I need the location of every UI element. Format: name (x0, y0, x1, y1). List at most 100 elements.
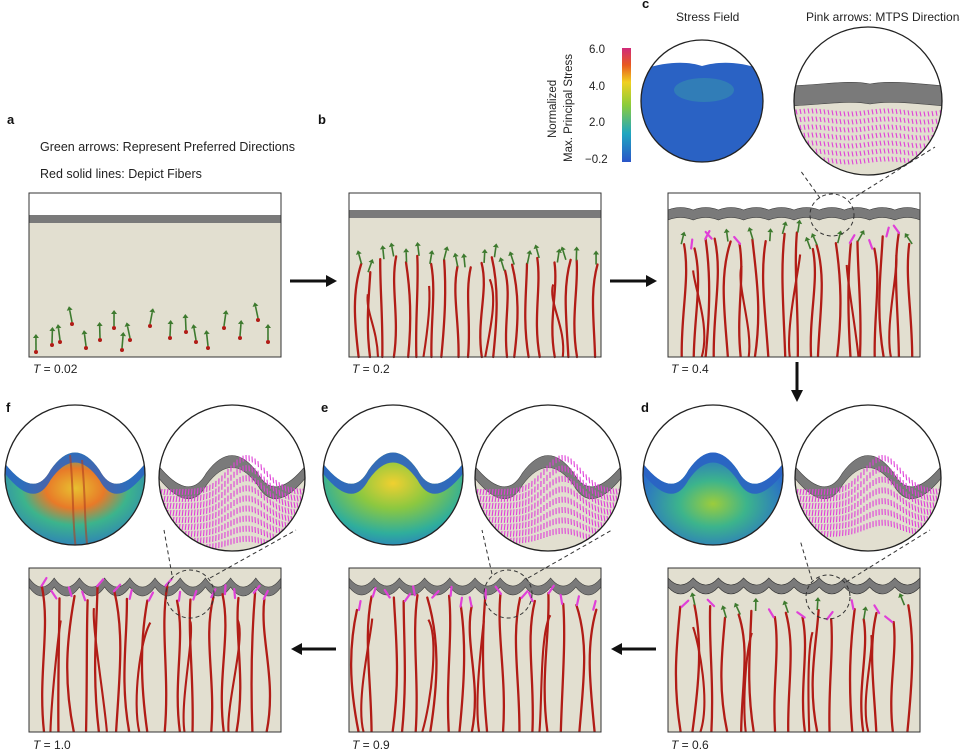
arrowhead-icon (203, 330, 210, 335)
mtps-arrow-icon (193, 544, 196, 551)
preferred-direction-arrow-icon (391, 246, 395, 257)
fiber-line (421, 619, 435, 732)
mtps-arrow-icon (612, 488, 615, 495)
fiber-line (426, 596, 438, 732)
arrowhead-icon (733, 602, 740, 608)
mtps-arrow-icon (497, 509, 500, 517)
mtps-arrow-icon (475, 495, 476, 503)
mtps-arrow-icon (600, 529, 603, 536)
fiber-line (484, 278, 495, 358)
mtps-arrow-icon (817, 488, 820, 496)
mtps-arrow-icon (515, 494, 518, 501)
mtps-arrow-icon (609, 537, 612, 544)
mtps-arrow-icon (618, 537, 621, 545)
mtps-arrow-icon (559, 593, 564, 605)
mtps-arrow-icon (190, 516, 193, 523)
mtps-arrow-icon (479, 509, 482, 517)
mtps-arrow-icon (594, 482, 597, 489)
mtps-arrow-icon (500, 523, 503, 531)
mtps-arrow-icon (820, 523, 823, 531)
mtps-arrow-icon (863, 158, 866, 164)
fiber-line (476, 620, 485, 732)
mtps-arrow-icon (269, 482, 272, 489)
fiber-line (479, 261, 485, 359)
mtps-arrow-icon (817, 509, 820, 517)
mtps-arrow-icon (908, 510, 911, 517)
mtps-arrow-icon (181, 516, 184, 524)
mtps-arrow-icon (891, 124, 894, 130)
mtps-arrow-icon (917, 483, 920, 491)
mtps-arrow-icon (588, 501, 591, 508)
mtps-arrow-icon (819, 124, 822, 131)
mtps-arrow-icon (178, 509, 181, 517)
mtps-arrow-icon (851, 159, 854, 165)
mtps-arrow-icon (159, 530, 160, 538)
fiber-seed (34, 350, 38, 354)
mtps-arrow-icon (817, 516, 820, 524)
mtps-arrow-icon (919, 143, 922, 149)
mtps-arrow-icon (905, 474, 908, 481)
mtps-arrow-icon (843, 119, 846, 125)
arrowhead-icon (898, 593, 904, 598)
mtps-arrow-icon (879, 116, 882, 122)
arrowhead-icon (747, 227, 754, 232)
mtps-arrow-icon (808, 495, 811, 503)
mtps-arrow-icon (266, 470, 269, 478)
mtps-arrow-icon (911, 479, 914, 487)
mtps-arrow-icon (166, 495, 169, 503)
mtps-arrow-icon (807, 148, 810, 154)
mtps-arrow-icon (163, 495, 166, 503)
mtps-arrow-icon (597, 521, 600, 528)
fiber-line (57, 597, 61, 732)
fiber-line (175, 599, 182, 732)
mtps-arrow-icon (875, 116, 878, 123)
mtps-arrow-icon (923, 135, 926, 141)
fiber-line (551, 284, 565, 358)
fiber-seed (184, 330, 188, 334)
mtps-arrow-icon (591, 495, 594, 502)
mtps-arrow-icon (826, 509, 829, 516)
mtps-arrow-icon (929, 530, 932, 537)
mtps-arrow-icon (488, 495, 491, 503)
mtps-arrow-icon (579, 522, 582, 529)
mtps-arrow-icon (515, 501, 518, 508)
mtps-arrow-icon (815, 132, 818, 138)
mtps-arrow-icon (284, 507, 287, 514)
mtps-arrow-icon (887, 116, 890, 122)
stress-field-circle-c (641, 40, 763, 162)
mtps-arrow-icon (823, 149, 826, 155)
mtps-arrow-icon (867, 157, 870, 163)
mtps-arrow-icon (252, 584, 261, 594)
arrowhead-icon (191, 324, 197, 329)
mtps-arrow-icon (920, 514, 923, 522)
preferred-direction-arrow-icon (239, 323, 242, 337)
mtps-arrow-icon (579, 476, 582, 483)
mtps-arrow-icon (802, 523, 805, 531)
arrowhead-icon (264, 324, 271, 329)
preferred-direction-arrow-icon (149, 312, 154, 325)
mtps-arrow-icon (923, 159, 926, 165)
stress-field-circle-d (643, 405, 783, 545)
mtps-arrow-icon (187, 509, 190, 516)
fiber-line (906, 242, 914, 357)
mtps-arrow-icon (923, 119, 926, 125)
mtps-arrow-icon (902, 524, 905, 532)
mtps-arrow-icon (175, 502, 178, 510)
mtps-arrow-icon (799, 124, 802, 131)
mtps-arrow-icon (815, 148, 818, 154)
mtps-circle-f (159, 405, 305, 551)
mtps-arrow-icon (807, 132, 810, 138)
mtps-arrow-icon (920, 492, 923, 499)
mtps-arrow-icon (899, 125, 902, 131)
mtps-arrow-icon (169, 523, 172, 531)
mtps-arrow-icon (851, 151, 854, 157)
mtps-arrow-icon (879, 124, 882, 130)
mtps-arrow-icon (190, 544, 193, 551)
mtps-arrow-icon (811, 108, 814, 114)
fiber-line (84, 599, 89, 732)
mtps-arrow-icon (515, 530, 518, 537)
mtps-arrow-icon (475, 530, 476, 538)
preferred-direction-arrow-icon (121, 335, 124, 349)
mtps-arrow-icon (160, 516, 163, 524)
mtps-arrow-icon (485, 488, 488, 496)
